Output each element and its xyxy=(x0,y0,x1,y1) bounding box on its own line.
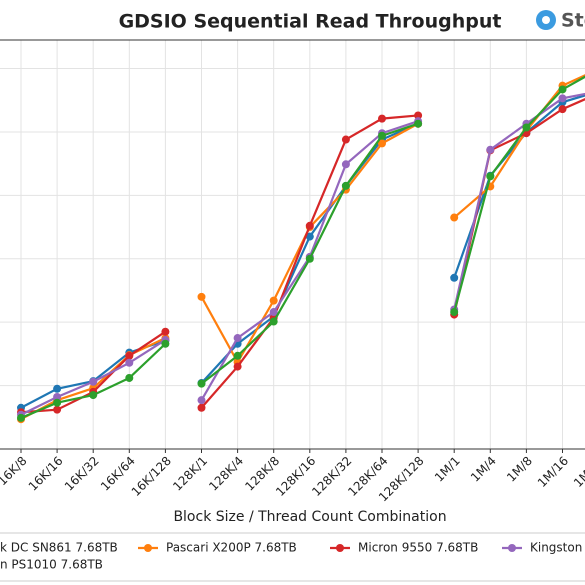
x-tick-label: 16K/128 xyxy=(129,454,174,499)
legend-label: n PS1010 7.68TB xyxy=(0,558,103,572)
data-point xyxy=(522,123,531,132)
data-point xyxy=(558,94,567,103)
legend-marker xyxy=(508,544,516,552)
data-point xyxy=(53,405,62,414)
data-point xyxy=(197,379,206,388)
data-point xyxy=(89,391,98,400)
x-tick-label: 16K/32 xyxy=(62,454,102,494)
data-point xyxy=(17,413,25,422)
data-point xyxy=(161,339,170,348)
data-point xyxy=(414,119,423,128)
chart-title: GDSIO Sequential Read Throughput xyxy=(119,11,502,33)
data-point xyxy=(558,105,567,114)
brand: Sto xyxy=(561,10,585,32)
data-point xyxy=(125,351,134,360)
data-point xyxy=(450,273,459,282)
data-point xyxy=(53,393,62,402)
data-point xyxy=(305,254,314,263)
x-tick-label: 1M/16 xyxy=(535,454,571,490)
data-point xyxy=(486,172,495,181)
data-point xyxy=(341,135,350,144)
data-point xyxy=(378,139,386,148)
data-point xyxy=(233,351,242,360)
data-point xyxy=(89,377,98,386)
legend-label: Micron 9550 7.68TB xyxy=(358,541,478,555)
data-point xyxy=(450,213,459,222)
data-point xyxy=(125,358,134,367)
data-point xyxy=(558,85,567,94)
data-point xyxy=(378,131,386,140)
x-tick-label: 1M/4 xyxy=(468,454,499,485)
data-point xyxy=(53,384,62,393)
data-point xyxy=(125,373,134,382)
x-tick-label: 1M/1 xyxy=(432,454,463,485)
data-point xyxy=(233,334,242,343)
data-point xyxy=(53,398,62,407)
data-point xyxy=(414,111,423,120)
x-tick-label: 128K/4 xyxy=(206,454,246,494)
plot-frame xyxy=(0,39,585,450)
data-point xyxy=(486,145,495,154)
data-point xyxy=(450,308,459,317)
data-point xyxy=(197,292,206,301)
data-point xyxy=(305,232,314,241)
data-point xyxy=(161,327,170,336)
legend-label: Kingston xyxy=(530,541,582,555)
data-point xyxy=(197,403,206,412)
legend-label: Pascari X200P 7.68TB xyxy=(166,541,297,555)
x-axis-label: Block Size / Thread Count Combination xyxy=(173,509,446,525)
data-point xyxy=(269,308,278,317)
x-tick-label: 16K/16 xyxy=(26,454,66,494)
x-tick-label: 128K/1 xyxy=(170,454,210,494)
x-tick-label: 1M/8 xyxy=(504,454,535,485)
brand-icon-dot xyxy=(542,16,550,24)
data-point xyxy=(378,114,386,123)
legend-marker xyxy=(144,544,152,552)
data-point xyxy=(341,181,350,190)
data-point xyxy=(233,362,242,371)
x-tick-label: 1M/32 xyxy=(571,454,585,490)
data-point xyxy=(197,396,206,405)
data-point xyxy=(269,296,278,305)
data-point xyxy=(305,221,314,230)
data-point xyxy=(269,317,278,326)
series-line xyxy=(20,94,585,409)
legend-marker xyxy=(336,544,344,552)
data-point xyxy=(341,160,350,169)
legend-label: k DC SN861 7.68TB xyxy=(0,541,118,555)
